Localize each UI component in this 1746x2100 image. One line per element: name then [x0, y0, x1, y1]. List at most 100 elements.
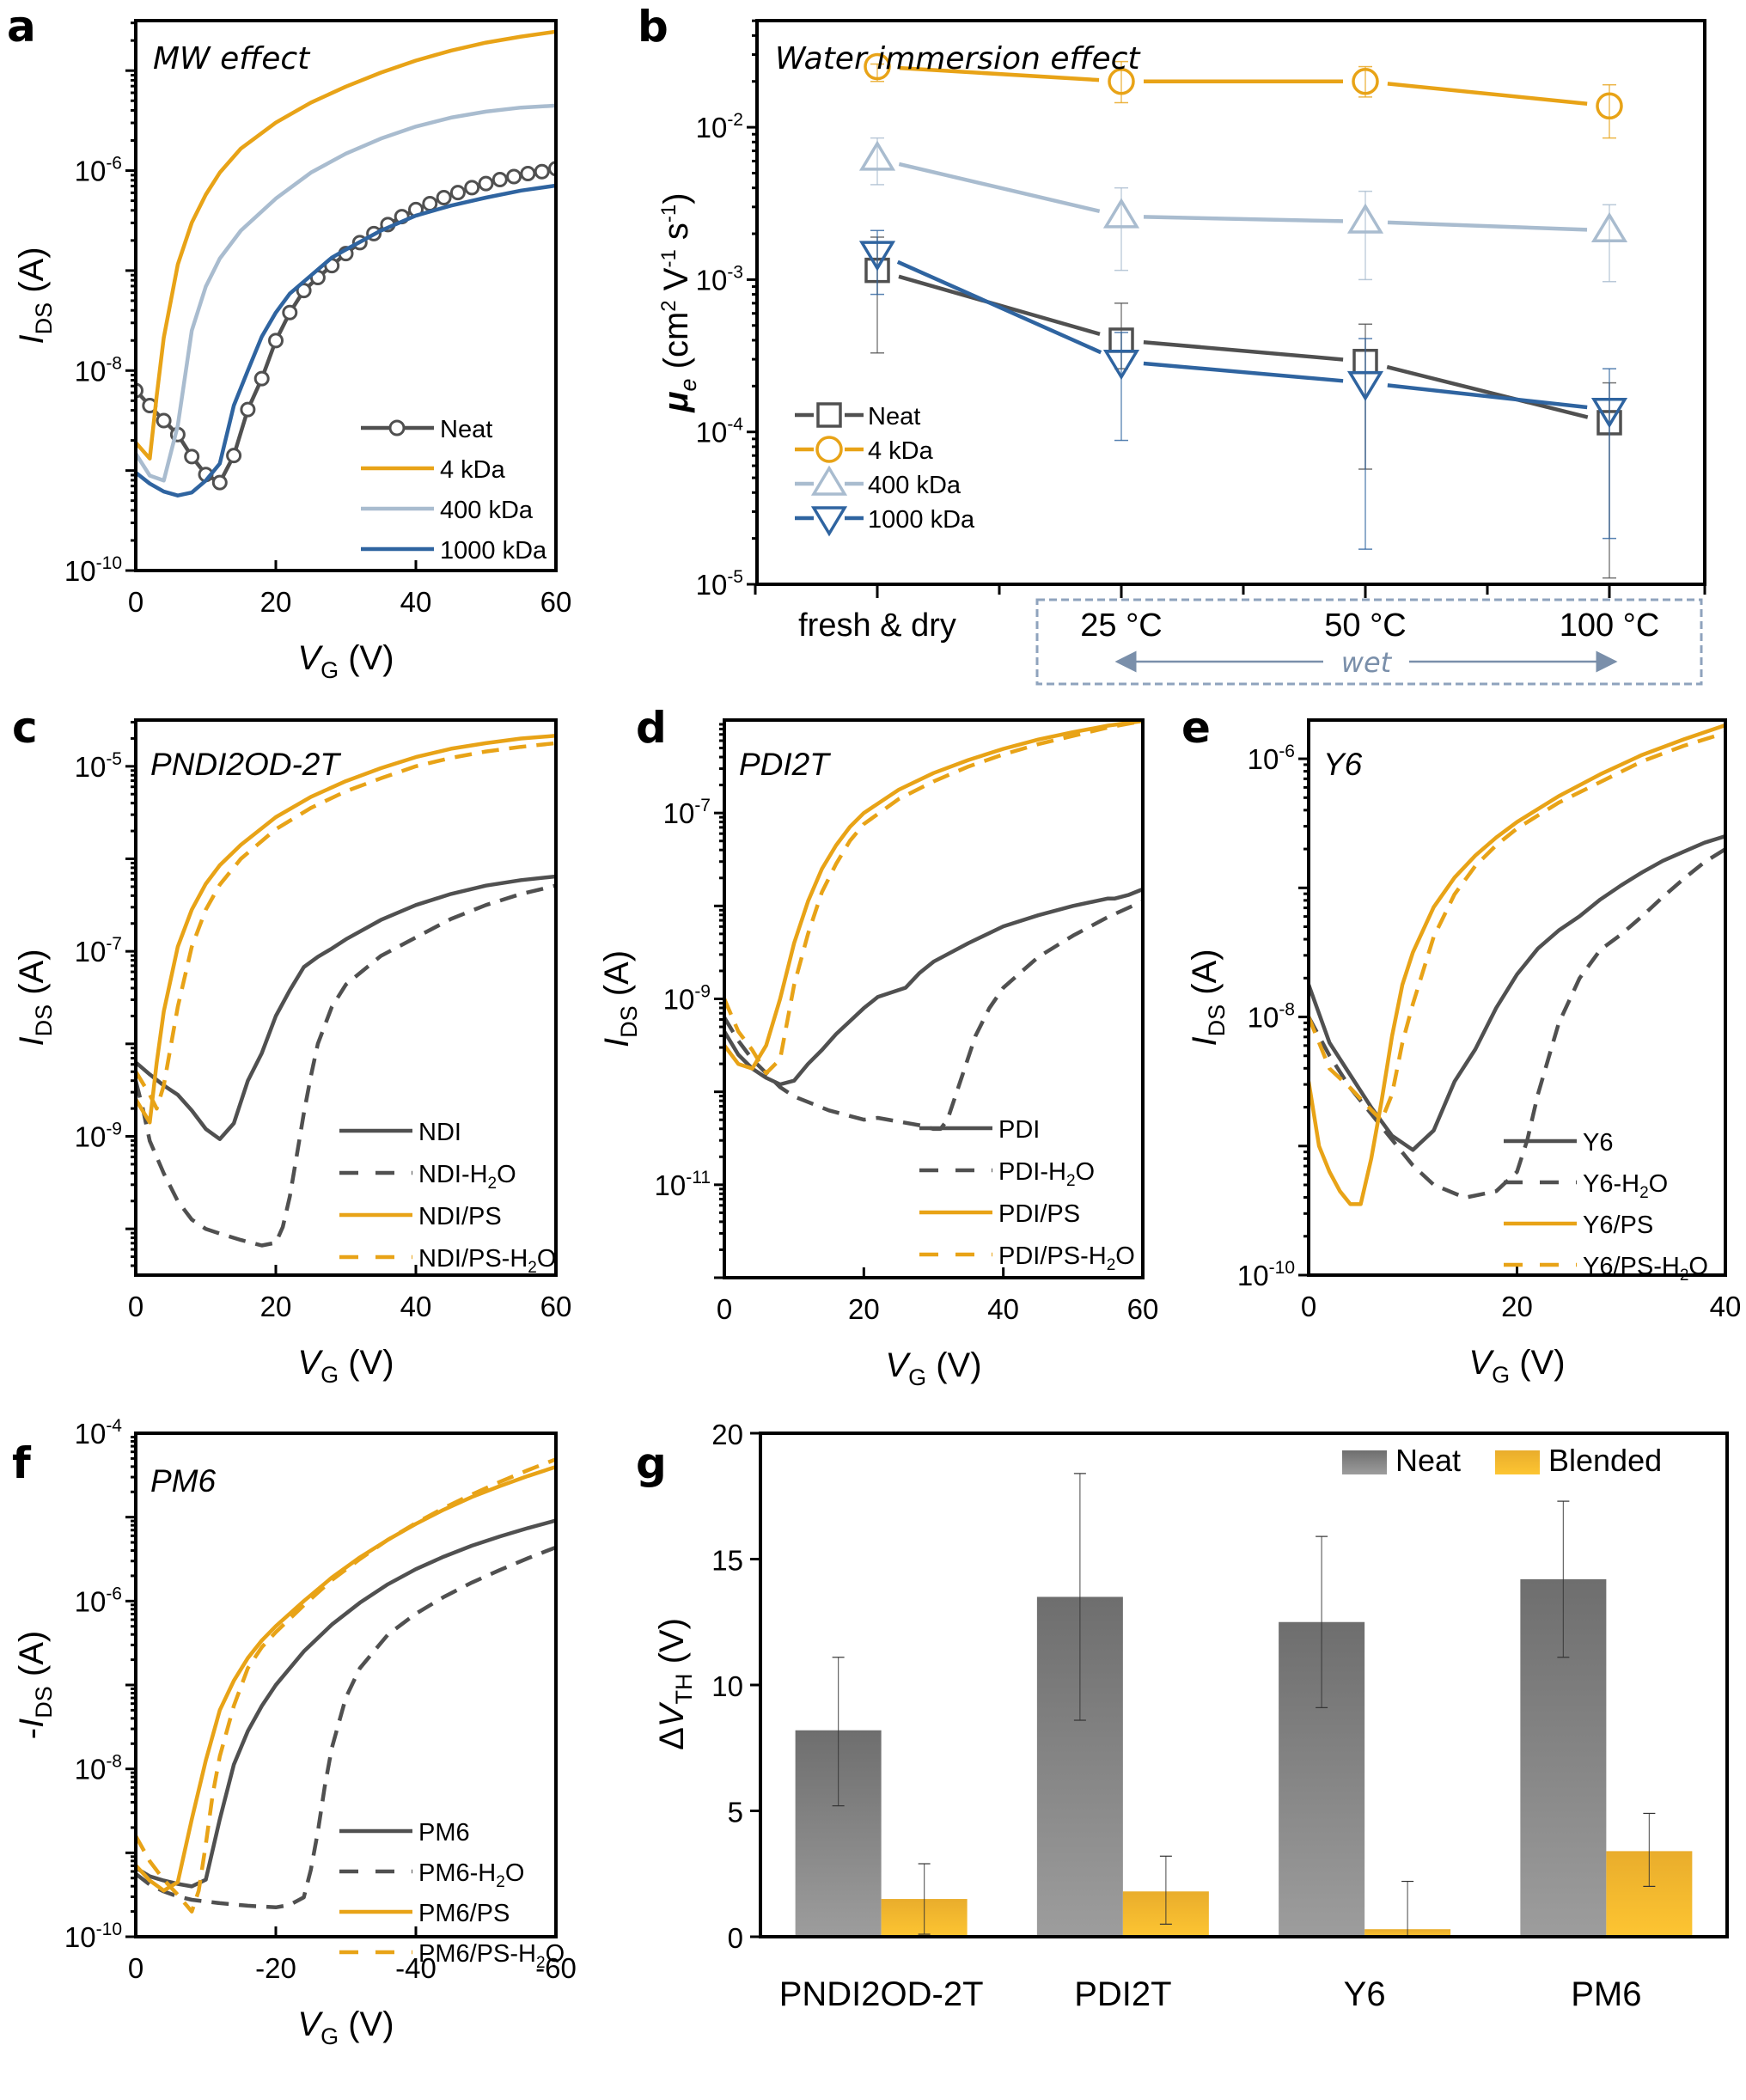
y-tick-label: 10-10 — [64, 553, 122, 587]
y-tick-label: 15 — [711, 1545, 743, 1577]
legend-label: Blended — [1548, 1443, 1662, 1478]
legend-label: 400 kDa — [868, 472, 962, 499]
x-tick-label: 0 — [128, 586, 143, 618]
y-tick-label: 10-7 — [663, 796, 711, 829]
series-line-pdi-ps — [724, 720, 1143, 1071]
y-tick-label: 10-2 — [696, 110, 743, 143]
legend-label: PM6 — [418, 1819, 470, 1847]
y-tick-label: 10-10 — [64, 1920, 122, 1953]
panel-letter-g: g — [636, 1438, 667, 1488]
panel-f: 10-10 10-8 10-6 10-4 0 -20 -40 -60 VG (V) -IDS (A… — [13, 1416, 577, 2049]
plot-frame — [759, 1432, 1729, 1938]
series-400-kda — [858, 137, 1628, 283]
x-tick-label: -60 — [535, 1952, 577, 1984]
series-segment — [1387, 383, 1588, 410]
title-a: MW effect — [153, 41, 311, 76]
data-point — [1102, 198, 1140, 229]
series-line-pm6-h2o — [136, 1545, 556, 1910]
category-label: PNDI2OD-2T — [779, 1975, 984, 2013]
y-tick-label: 10-5 — [75, 749, 122, 783]
series-group — [136, 1457, 556, 1914]
legend-marker — [388, 419, 406, 436]
panel-letter-a: a — [7, 2, 36, 52]
data-point — [422, 195, 438, 211]
y-tick-label: 10-6 — [75, 1584, 122, 1617]
y-tick-label: 10-10 — [1237, 1258, 1295, 1291]
y-tick-label: 5 — [728, 1797, 743, 1828]
category-label: 50 °C — [1324, 607, 1406, 644]
x-axis-title: VG (V) — [297, 639, 394, 683]
series-segment — [1143, 361, 1344, 383]
data-point — [1596, 92, 1623, 120]
data-point — [491, 172, 508, 188]
x-axis-title: VG (V) — [1468, 1344, 1565, 1388]
data-point — [464, 180, 480, 196]
series-line-400-kda — [136, 103, 556, 483]
y-axis-title: IDS (A) — [1186, 949, 1230, 1046]
legend-label: NDI/PS-H2O — [418, 1245, 556, 1277]
title-d: PDI2T — [739, 747, 831, 782]
data-point — [1352, 67, 1379, 95]
data-point — [253, 370, 270, 387]
legend-label: PM6/PS — [418, 1900, 510, 1927]
panel-a: 10-10 10-8 10-6 0 20 40 60 VG (V) IDS (A) Neat 4 k… — [13, 19, 571, 683]
y-tick-label: 10-4 — [696, 415, 744, 449]
panel-letter-e: e — [1181, 703, 1211, 753]
data-point — [226, 448, 242, 464]
data-point — [1346, 203, 1384, 234]
x-tick-label: 40 — [987, 1293, 1019, 1325]
x-axis-title: VG (V) — [297, 1344, 394, 1388]
y-axis-title: -IDS (A) — [13, 1631, 57, 1739]
category-label: 100 °C — [1560, 607, 1660, 644]
legend-label: NDI-H2O — [418, 1161, 516, 1193]
series-group — [724, 720, 1143, 1132]
x-tick-label: 40 — [1710, 1291, 1742, 1322]
legend-label: PM6-H2O — [418, 1859, 524, 1891]
legend-label: Neat — [868, 403, 920, 430]
x-axis-title: VG (V) — [885, 1346, 981, 1390]
series-line-pm6 — [136, 1518, 556, 1889]
legend-label: PDI/PS — [998, 1200, 1080, 1228]
x-tick-label: 40 — [400, 586, 432, 618]
series-line-ndi-h2o — [136, 883, 556, 1248]
series-line-y6-ps — [1309, 723, 1725, 1206]
y-tick-label: 10-8 — [75, 1752, 122, 1786]
x-tick-label: 60 — [540, 1291, 572, 1322]
x-tick-label: 20 — [1501, 1291, 1533, 1322]
legend-label: Y6-H2O — [1583, 1170, 1668, 1202]
title-f: PM6 — [150, 1463, 217, 1499]
data-point — [506, 168, 522, 185]
data-point — [520, 166, 536, 182]
legend-label: PDI — [998, 1116, 1040, 1144]
series-segment — [1143, 339, 1344, 362]
legend-label: Y6 — [1583, 1129, 1613, 1157]
plot-frame — [723, 718, 1145, 1279]
series-segment — [1387, 220, 1588, 232]
title-b: Water immersion effect — [775, 41, 1141, 76]
plot-frame — [755, 19, 1706, 586]
data-point — [211, 474, 228, 491]
y-tick-label: 10-6 — [75, 154, 122, 187]
panel-letter-d: d — [636, 703, 667, 753]
data-point — [1108, 67, 1135, 95]
y-tick-label: 10-8 — [75, 353, 122, 387]
y-axis-title: IDS (A) — [598, 950, 642, 1047]
x-tick-label: 0 — [717, 1293, 732, 1325]
series-line-y6-h2o — [1309, 847, 1725, 1200]
legend-label: PDI-H2O — [998, 1158, 1095, 1190]
series-line-neat — [136, 167, 556, 485]
series-line-pm6-ps-h2o — [136, 1457, 556, 1914]
data-point — [1102, 349, 1140, 381]
x-tick-label: 20 — [260, 586, 292, 618]
y-tick-label: 10-11 — [654, 1168, 711, 1201]
category-label: fresh & dry — [798, 607, 956, 644]
series-line-pm6-ps — [136, 1464, 556, 1893]
x-axis-title: VG (V) — [297, 2005, 394, 2049]
series-line-4-kda — [136, 29, 556, 461]
x-tick-label: 40 — [400, 1291, 432, 1322]
series-line-y6 — [1309, 834, 1725, 1152]
y-tick-label: 10-8 — [1248, 1000, 1295, 1034]
data-point — [1346, 370, 1384, 401]
data-point — [282, 304, 298, 320]
series-segment — [896, 259, 1102, 355]
